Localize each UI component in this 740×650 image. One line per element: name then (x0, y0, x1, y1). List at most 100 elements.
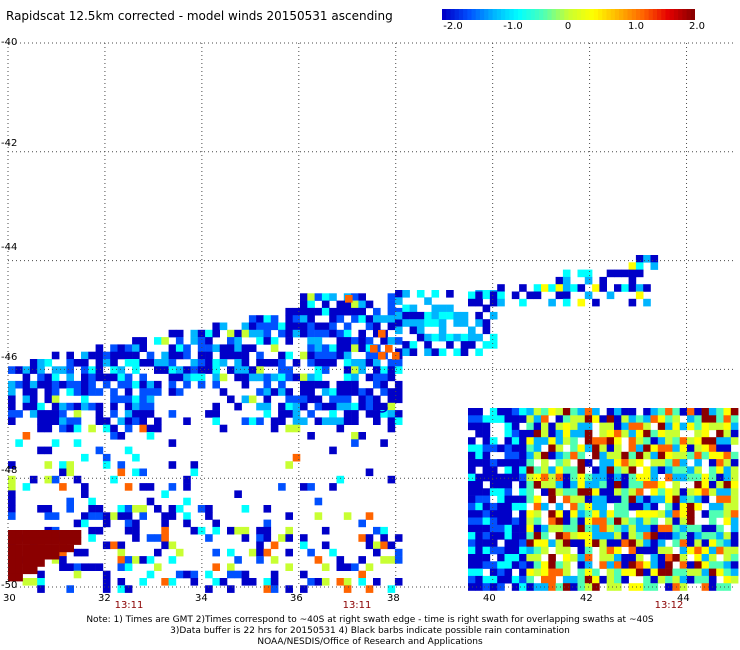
wind-difference-cell (365, 315, 374, 323)
wind-difference-cell (570, 473, 578, 482)
wind-difference-cell (504, 568, 513, 577)
wind-difference-cell (278, 388, 286, 396)
wind-difference-cell (263, 329, 272, 338)
wind-difference-cell (730, 517, 739, 526)
wind-difference-cell (475, 298, 483, 307)
wind-difference-cell (584, 510, 593, 518)
wind-difference-cell (468, 459, 476, 467)
colorbar-swatch (576, 9, 582, 20)
wind-difference-cell (730, 429, 739, 438)
wind-difference-cell (22, 366, 31, 374)
wind-difference-cell (161, 578, 169, 586)
wind-difference-cell (416, 290, 425, 298)
wind-difference-cell (314, 380, 323, 389)
wind-difference-cell (219, 388, 228, 396)
wind-difference-cell (22, 559, 31, 567)
wind-difference-cell (256, 402, 264, 411)
wind-difference-cell (197, 373, 206, 382)
wind-difference-cell (628, 276, 637, 285)
wind-difference-cell (716, 539, 724, 547)
wind-difference-cell (497, 524, 505, 533)
wind-difference-cell (446, 341, 454, 349)
wind-difference-cell (168, 366, 177, 374)
wind-difference-cell (139, 344, 147, 352)
wind-difference-cell (197, 359, 206, 367)
wind-difference-cell (489, 502, 498, 511)
wind-difference-cell (365, 563, 374, 571)
wind-difference-cell (723, 561, 732, 569)
wind-difference-cell (562, 568, 571, 577)
wind-difference-cell (592, 298, 600, 307)
wind-difference-cell (679, 517, 688, 526)
wind-difference-cell (321, 388, 330, 396)
wind-difference-cell (592, 583, 600, 591)
wind-difference-cell (599, 276, 607, 285)
wind-difference-cell (526, 451, 534, 460)
colorbar-swatch (686, 9, 692, 20)
wind-difference-cell (635, 291, 644, 300)
colorbar-swatch (652, 9, 658, 20)
wind-difference-cell (59, 380, 67, 389)
wind-difference-cell (29, 359, 38, 367)
wind-difference-cell (373, 395, 381, 404)
wind-difference-cell (95, 505, 104, 513)
wind-difference-cell (716, 459, 724, 467)
wind-difference-cell (234, 570, 242, 579)
wind-difference-cell (694, 466, 702, 474)
wind-difference-cell (511, 561, 520, 569)
colorbar-label: -1.0 (503, 21, 523, 32)
wind-difference-cell (212, 519, 220, 528)
wind-difference-cell (314, 307, 323, 316)
wind-difference-cell (29, 402, 38, 411)
wind-difference-cell (132, 519, 140, 528)
colorbar-swatch (446, 9, 452, 20)
wind-difference-cell (343, 359, 352, 367)
wind-difference-cell (606, 568, 615, 577)
wind-difference-cell (635, 561, 644, 569)
wind-difference-cell (489, 459, 498, 467)
wind-difference-cell (628, 429, 637, 438)
wind-difference-cell (475, 532, 483, 540)
lon-tick-label: 44 (677, 593, 690, 604)
wind-difference-cell (343, 373, 352, 382)
wind-difference-cell (380, 380, 388, 389)
wind-difference-cell (468, 517, 476, 526)
wind-difference-cell (205, 337, 213, 345)
wind-difference-cell (168, 351, 177, 360)
wind-difference-cell (234, 351, 242, 360)
wind-difference-cell (577, 488, 586, 496)
wind-difference-cell (219, 351, 228, 360)
wind-difference-cell (577, 583, 586, 591)
wind-difference-cell (541, 568, 549, 577)
colorbar-swatch (560, 9, 565, 20)
wind-difference-cell (672, 495, 680, 504)
wind-difference-cell (555, 291, 564, 300)
wind-difference-cell (212, 417, 220, 425)
wind-difference-cell (95, 402, 104, 411)
wind-difference-cell (146, 534, 155, 542)
wind-difference-cell (117, 556, 126, 564)
wind-difference-cell (51, 402, 60, 411)
wind-difference-cell (541, 284, 549, 292)
wind-difference-cell (44, 410, 53, 418)
wind-difference-cell (285, 366, 293, 374)
wind-difference-cell (643, 255, 651, 263)
wind-difference-cell (672, 575, 680, 584)
wind-difference-cell (482, 473, 491, 482)
wind-difference-cell (124, 563, 133, 571)
wind-difference-cell (321, 351, 330, 360)
wind-difference-cell (219, 373, 228, 382)
wind-difference-cell (526, 532, 534, 540)
wind-difference-cell (329, 322, 337, 331)
wind-difference-cell (102, 461, 111, 469)
wind-difference-cell (628, 415, 637, 423)
wind-difference-cell (511, 539, 520, 547)
wind-difference-cell (285, 322, 293, 331)
wind-difference-cell (22, 373, 31, 382)
wind-difference-cell (132, 410, 140, 418)
wind-difference-cell (139, 417, 147, 425)
lat-tick-label: -46 (1, 352, 18, 363)
wind-difference-cell (614, 546, 622, 555)
wind-difference-cell (614, 554, 622, 562)
wind-difference-cell (614, 524, 622, 533)
